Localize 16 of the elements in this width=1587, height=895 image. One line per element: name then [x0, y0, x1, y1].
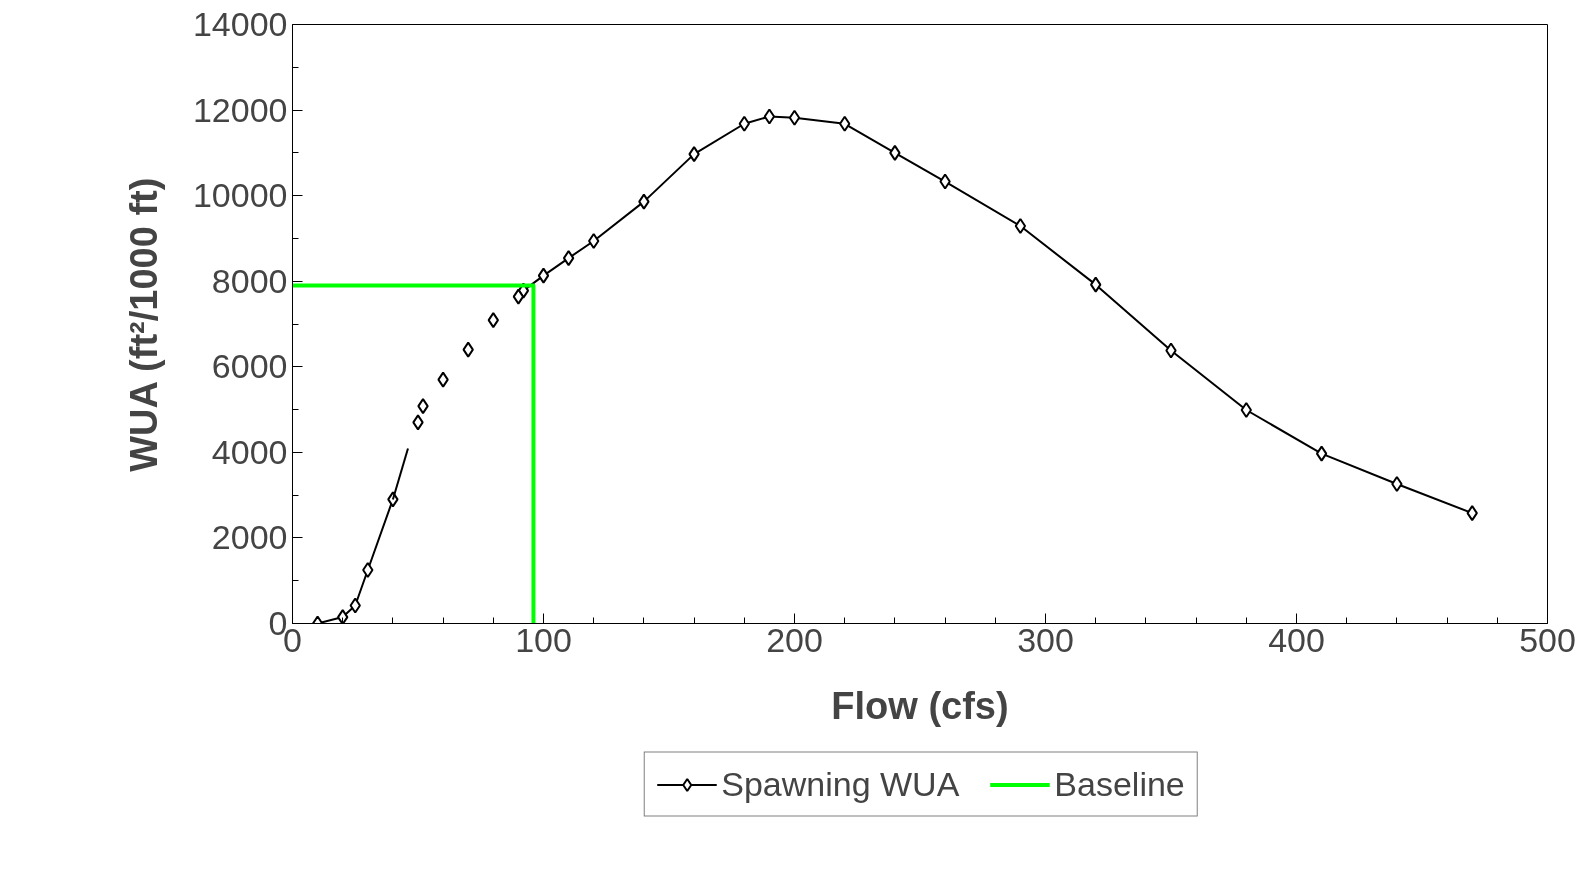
x-tick-label: 500: [1519, 620, 1576, 659]
y-tick-label: 2000: [211, 518, 288, 557]
x-axis-title: Flow (cfs): [831, 684, 1009, 727]
x-tick-label: 200: [766, 620, 823, 659]
y-axis-title: WUA (ft²/1000 ft): [122, 177, 165, 472]
x-tick-label: 100: [515, 620, 572, 659]
legend-label: Baseline: [1054, 764, 1185, 804]
y-tick-label: 10000: [192, 176, 288, 215]
legend-label: Spawning WUA: [721, 764, 960, 804]
x-tick-label: 400: [1268, 620, 1325, 659]
x-tick-label: 300: [1017, 620, 1074, 659]
y-tick-label: 4000: [211, 432, 288, 471]
y-tick-label: 14000: [192, 5, 288, 43]
y-tick-label: 12000: [192, 90, 288, 129]
y-tick-label: 8000: [211, 261, 288, 300]
y-tick-label: 6000: [211, 347, 288, 386]
